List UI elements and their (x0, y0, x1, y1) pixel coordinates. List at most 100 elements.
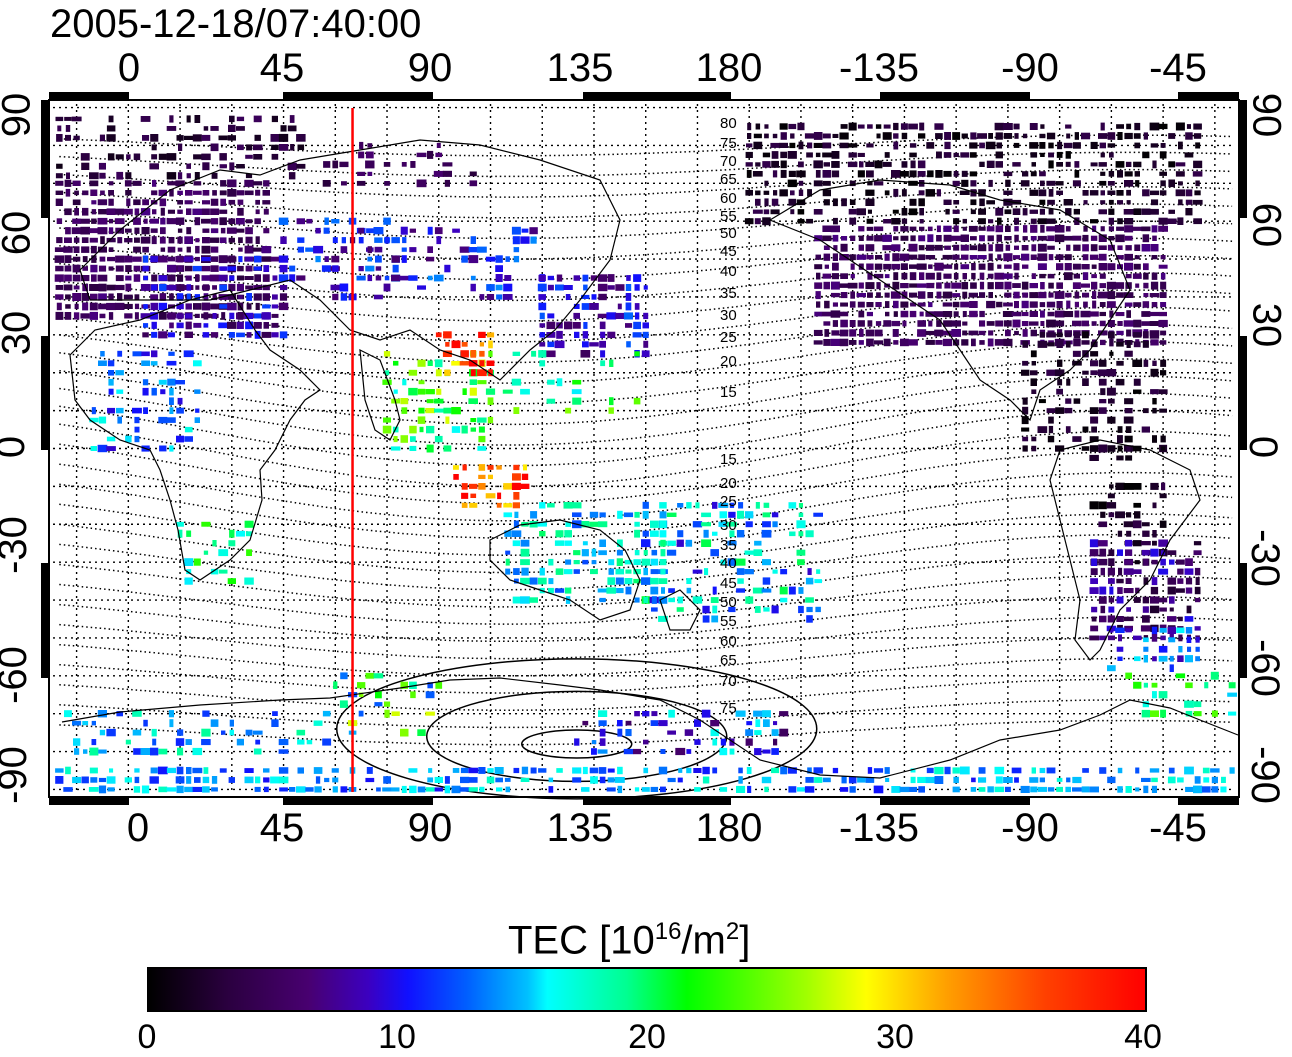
tec-cell (106, 284, 116, 291)
tec-cell (1134, 171, 1140, 177)
tec-cell (1142, 301, 1150, 308)
tec-cell (367, 256, 373, 262)
tec-cell (1167, 776, 1176, 784)
tec-cell (1003, 338, 1013, 347)
tec-cell (968, 225, 978, 232)
tec-cell (841, 198, 847, 207)
tec-cell (1046, 218, 1056, 224)
tec-cell (970, 282, 977, 289)
tec-cell (263, 322, 269, 329)
tec-cell (115, 255, 125, 263)
tec-cell (444, 785, 451, 794)
tec-cell (1193, 701, 1202, 708)
tec-cell (434, 435, 443, 443)
tec-cell (98, 749, 107, 754)
tec-cell (797, 122, 805, 131)
tec-cell (1021, 427, 1030, 432)
tec-cell (695, 502, 700, 509)
tec-cell (1029, 142, 1039, 149)
tec-cell (1063, 272, 1073, 281)
tec-cell (744, 550, 754, 555)
tec-cell (953, 301, 960, 308)
tec-cell (608, 407, 614, 414)
tec-cell (642, 331, 649, 338)
tec-cell (882, 161, 892, 167)
mag-lat-contour (59, 554, 1233, 608)
tec-cell (849, 301, 856, 308)
tec-cell (278, 302, 289, 311)
tec-cell (186, 530, 192, 537)
tec-cell (840, 302, 848, 307)
tec-cell (1003, 777, 1013, 783)
tec-cell (56, 237, 63, 244)
tec-cell (90, 777, 98, 783)
tec-cell (847, 161, 858, 168)
tec-cell (461, 255, 468, 263)
tec-cell (589, 342, 599, 347)
tec-cell (729, 530, 735, 538)
contour-label: 60 (720, 633, 737, 650)
tec-cell (788, 170, 796, 177)
mag-lat-contour (59, 341, 1233, 405)
tec-cell (1152, 435, 1157, 443)
tec-cell (54, 247, 64, 252)
tec-cell (909, 786, 917, 792)
tec-cell (158, 255, 168, 263)
tec-cell (229, 719, 234, 727)
tec-cell (1046, 180, 1056, 186)
colorbar-tick: 0 (137, 1018, 157, 1056)
tec-cell (659, 520, 667, 528)
tec-cell (194, 217, 201, 226)
tec-cell (1048, 160, 1054, 169)
tec-cell (1125, 672, 1132, 679)
tec-cell (321, 265, 332, 272)
tec-cell (978, 218, 986, 225)
tec-cell (63, 284, 73, 291)
tec-cell (831, 292, 840, 298)
tec-cell (623, 312, 633, 320)
tec-cell (1040, 152, 1045, 157)
tec-cell (865, 198, 875, 206)
tec-cell (1056, 301, 1063, 309)
tec-cell (1151, 577, 1158, 586)
tec-cell (961, 282, 969, 290)
tec-cell (108, 312, 114, 320)
tec-cell (1167, 616, 1177, 622)
tec-cell (823, 245, 830, 250)
tec-cell (790, 209, 795, 215)
tec-cell (272, 711, 278, 716)
tec-cell (1117, 426, 1123, 433)
tec-cell (856, 208, 866, 216)
tec-cell (729, 502, 735, 508)
tec-cell (55, 311, 64, 320)
tec-cell (951, 235, 961, 241)
tec-cell (1185, 577, 1193, 585)
tec-cell (1046, 767, 1056, 774)
tec-cell (487, 768, 494, 773)
tec-cell (143, 218, 148, 224)
tec-cell (221, 730, 226, 735)
tec-cell (650, 720, 659, 726)
tec-cell (960, 244, 969, 251)
tec-cell (469, 387, 477, 396)
tec-cell (659, 511, 667, 519)
tec-cell (772, 521, 778, 528)
tec-cell (1134, 255, 1140, 260)
tec-cell (1100, 605, 1106, 614)
tec-cell (814, 777, 823, 783)
tec-data-patches (54, 115, 1237, 794)
tec-cell (393, 360, 399, 366)
tec-cell (125, 190, 132, 196)
tec-cell (796, 549, 806, 556)
tec-cell (762, 161, 771, 168)
tec-cell (323, 227, 330, 234)
tec-cell (694, 719, 701, 727)
tec-cell (152, 738, 157, 746)
tec-cell (867, 272, 873, 280)
tec-cell (942, 291, 953, 299)
tec-cell (108, 190, 114, 196)
tec-cell (141, 360, 150, 366)
tec-cell (1091, 281, 1098, 290)
tec-cell (1115, 511, 1125, 519)
tec-cell (565, 294, 571, 300)
